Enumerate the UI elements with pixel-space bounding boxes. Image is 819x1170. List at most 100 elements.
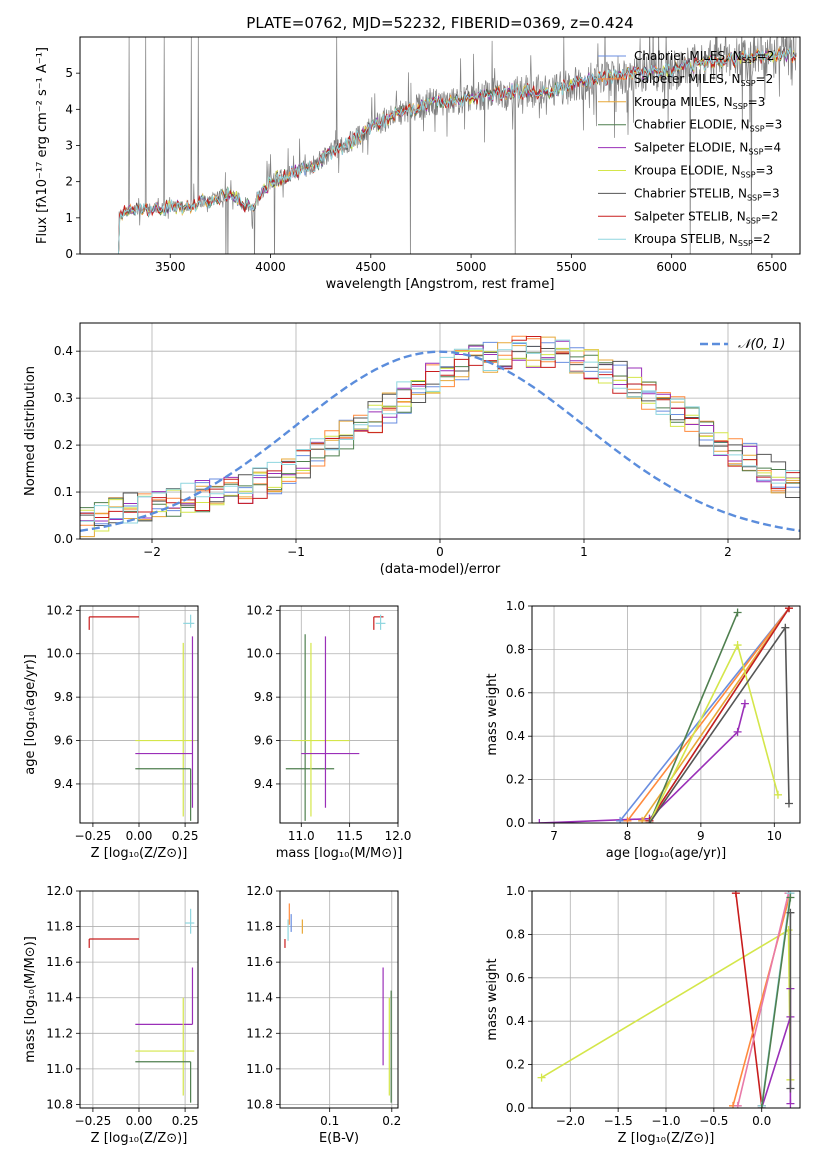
y-tick-label: 5 xyxy=(65,66,73,80)
x-axis-label: Z [log₁₀(Z/Z⊙)] xyxy=(91,846,188,861)
y-tick-label: 0.0 xyxy=(506,816,525,830)
errorbar-point xyxy=(183,614,195,628)
y-tick-label: 0.2 xyxy=(506,1058,525,1072)
x-tick-label: 6500 xyxy=(757,260,788,274)
legend-entry: Kroupa MILES, NSSP=3 xyxy=(598,95,765,111)
x-tick-label: 11.5 xyxy=(336,829,363,843)
x-axis-label: age [log₁₀(age/yr)] xyxy=(606,846,727,861)
legend-label: Chabrier MILES, NSSP=2 xyxy=(634,49,774,65)
x-tick-label: 4500 xyxy=(356,260,387,274)
series-line xyxy=(760,897,792,1108)
age-vs-mass-panel: 11.0 11.5 12.0 9.4 9.6 9.8 10.0 10.2 mass [log₁₀… xyxy=(246,603,411,861)
x-tick-label: 0.25 xyxy=(172,1114,199,1128)
series-line xyxy=(735,893,763,1106)
x-tick-label: 11.0 xyxy=(288,829,315,843)
y-tick-label: 0.8 xyxy=(506,927,525,941)
weight-series xyxy=(731,891,766,1108)
y-tick-label: 10.8 xyxy=(46,1097,73,1111)
y-tick-label: 1.0 xyxy=(506,599,525,613)
y-axis-label: age [log₁₀(age/yr)] xyxy=(23,654,38,775)
series-marker xyxy=(786,1084,795,1093)
plot-area xyxy=(116,37,797,254)
errorbar-point xyxy=(291,642,350,817)
x-tick-label: −2 xyxy=(143,545,161,559)
errorbar-point xyxy=(88,616,139,630)
y-tick-label: 11.6 xyxy=(46,955,73,969)
weight-series xyxy=(645,623,793,823)
errorbar-point xyxy=(135,636,194,808)
age-vs-metallicity-panel: −0.25 0.00 0.25 9.4 9.6 9.8 10.0 10.2 Z [log₁₀(Z… xyxy=(23,603,199,861)
y-tick-label: 9.8 xyxy=(254,690,273,704)
y-axis-label: Normed distribution xyxy=(23,366,38,496)
x-axis-label: Z [log₁₀(Z/Z⊙)] xyxy=(91,1131,188,1146)
x-tick-label: 2 xyxy=(724,545,732,559)
x-tick-label: −0.25 xyxy=(75,829,112,843)
y-axis-label: Flux [fλ10⁻¹⁷ erg cm⁻² s⁻¹ A⁻¹] xyxy=(35,47,50,244)
legend-entry: Chabrier MILES, NSSP=2 xyxy=(598,49,774,65)
y-tick-label: 4 xyxy=(65,102,73,116)
errorbar-point xyxy=(185,908,195,934)
series-marker xyxy=(740,699,749,708)
legend-entry: Salpeter STELIB, NSSP=2 xyxy=(598,209,778,225)
histogram-step-line xyxy=(80,344,800,522)
axes-frame xyxy=(531,890,801,1109)
errorbar-point xyxy=(135,642,195,817)
series-line xyxy=(619,607,790,822)
errorbar-point xyxy=(135,768,192,821)
figure-title: PLATE=0762, MJD=52232, FIBERID=0369, z=0… xyxy=(246,14,633,32)
legend-label: Kroupa ELODIE, NSSP=3 xyxy=(634,164,773,180)
legend-label: Kroupa STELIB, NSSP=2 xyxy=(634,232,771,248)
weight-series xyxy=(645,606,793,823)
x-tick-label: −1.0 xyxy=(651,1114,680,1128)
y-tick-label: 11.4 xyxy=(46,991,73,1005)
axes-frame xyxy=(279,605,399,824)
x-tick-label: −1 xyxy=(287,545,305,559)
histogram-step-line xyxy=(80,340,800,522)
errorbar-point xyxy=(285,634,335,821)
spectrum-legend: Chabrier MILES, NSSP=2 Salpeter MILES, NS… xyxy=(598,49,782,248)
weight-series xyxy=(733,891,793,1108)
x-tick-label: 0 xyxy=(436,545,444,559)
y-tick-label: 0.8 xyxy=(506,642,525,656)
legend-entry: Kroupa STELIB, NSSP=2 xyxy=(598,232,771,248)
legend-entry: Chabrier STELIB, NSSP=3 xyxy=(598,186,780,202)
weight-series xyxy=(757,893,795,1108)
plot-area xyxy=(88,614,195,821)
y-tick-label: 11.8 xyxy=(46,920,73,934)
y-tick-label: 12.0 xyxy=(246,884,273,898)
y-axis-label: mass weight xyxy=(485,673,500,755)
x-axis-label: (data-model)/error xyxy=(380,562,501,577)
series-marker xyxy=(784,799,793,808)
legend-entry: Salpeter ELODIE, NSSP=4 xyxy=(598,141,781,157)
series-marker xyxy=(784,606,793,613)
x-tick-label: 0.25 xyxy=(172,829,199,843)
mass-vs-ebv-panel: 0.1 0.2 10.8 11.0 11.2 11.4 11.6 11.8 12.0 E(B-V) xyxy=(246,884,401,1146)
series-marker xyxy=(786,893,795,902)
y-axis-label: mass [log₁₀(M/M⊙)] xyxy=(23,936,38,1063)
y-tick-label: 10.2 xyxy=(46,603,73,617)
mass-vs-metallicity-panel: −0.25 0.00 0.25 10.8 11.0 11.2 11.4 11.6 11.8 12.… xyxy=(23,884,199,1146)
y-tick-label: 1 xyxy=(65,211,73,225)
x-tick-label: 10 xyxy=(767,829,782,843)
x-tick-label: 5000 xyxy=(456,260,487,274)
y-tick-label: 0.6 xyxy=(506,971,525,985)
legend-label: Salpeter MILES, NSSP=2 xyxy=(634,72,773,88)
y-tick-label: 0 xyxy=(65,247,73,261)
x-axis-label: mass [log₁₀(M/M⊙)] xyxy=(276,846,403,861)
series-marker xyxy=(733,608,742,617)
legend-entry: Salpeter MILES, NSSP=2 xyxy=(598,72,773,88)
x-tick-label: −1.5 xyxy=(604,1114,633,1128)
series-marker xyxy=(781,623,790,632)
x-tick-label: 0.2 xyxy=(382,1114,401,1128)
legend-label: Salpeter ELODIE, NSSP=4 xyxy=(634,141,781,157)
series-marker xyxy=(757,1104,766,1108)
series-line xyxy=(737,893,790,1106)
histogram-step-line xyxy=(80,339,800,524)
y-tick-label: 12.0 xyxy=(46,884,73,898)
plot-area xyxy=(88,908,195,1103)
axes-frame xyxy=(79,322,801,540)
y-tick-label: 0.0 xyxy=(506,1101,525,1115)
y-tick-label: 9.6 xyxy=(254,734,273,748)
gaussian-curve xyxy=(80,350,800,532)
axes-frame xyxy=(279,890,399,1109)
